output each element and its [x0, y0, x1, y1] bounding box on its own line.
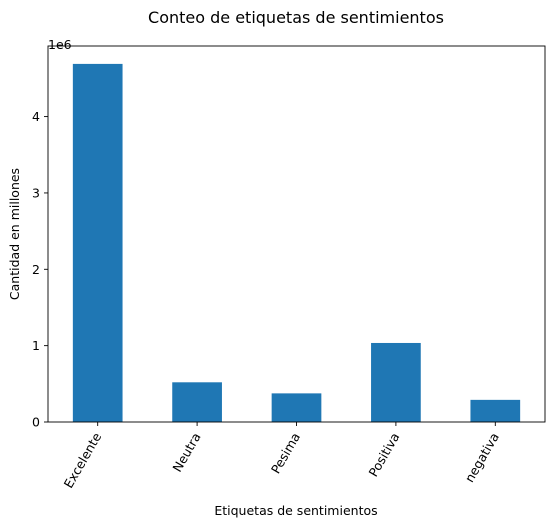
y-tick-label: 3: [32, 185, 40, 200]
y-axis-label: Cantidad en millones: [7, 168, 22, 300]
y-tick-label: 0: [32, 415, 40, 430]
bar: [470, 399, 521, 422]
plot-area: 0 1 2 3 4 Excelente Neutra Pesima Positiva negati…: [32, 45, 546, 491]
y-tick-label: 4: [32, 109, 40, 124]
x-tick-label: negativa: [462, 430, 502, 485]
y-tick-label: 2: [32, 262, 40, 277]
chart-title: Conteo de etiquetas de sentimientos: [148, 8, 444, 27]
x-tick-label: Pesima: [268, 430, 303, 476]
bar: [72, 63, 123, 423]
bar: [371, 342, 421, 422]
x-tick-label: Excelente: [61, 430, 105, 491]
x-tick-label: Neutra: [169, 430, 203, 474]
x-tick-label: Positiva: [365, 430, 402, 479]
y-axis-offset-label: 1e6: [48, 37, 72, 52]
y-tick-label: 1: [32, 338, 40, 353]
x-axis-label: Etiquetas de sentimientos: [214, 503, 377, 518]
bar: [271, 393, 322, 422]
bar: [172, 382, 222, 422]
